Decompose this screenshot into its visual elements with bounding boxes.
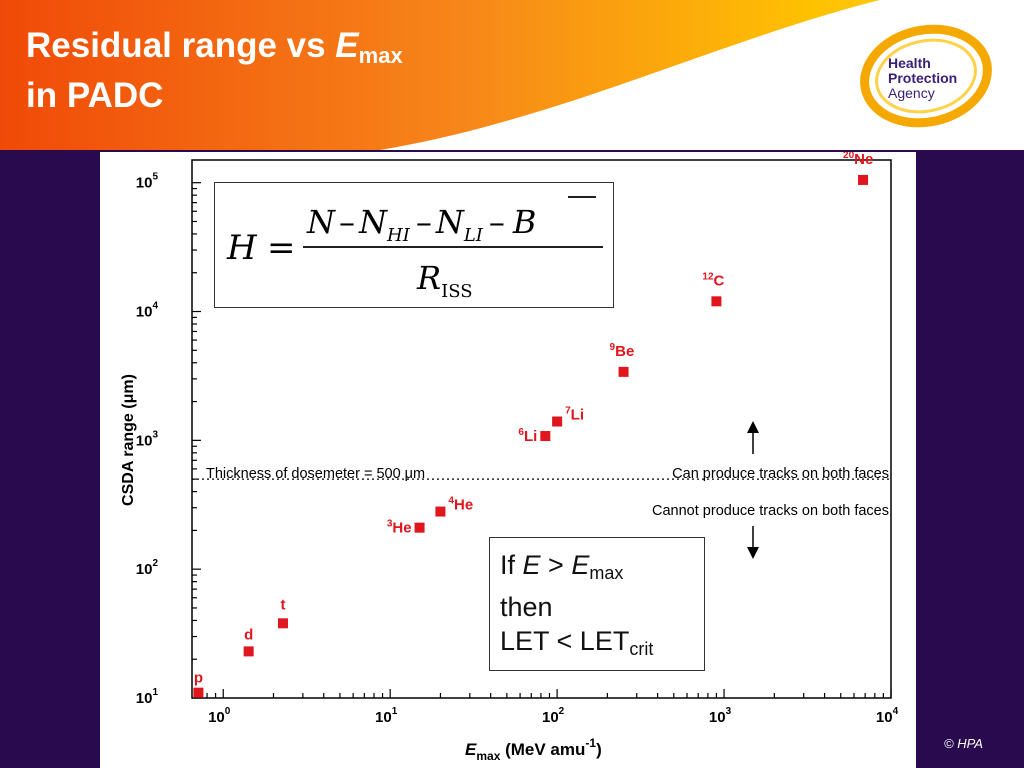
hpa-logo-icon [860, 24, 992, 128]
data-label: 3He [387, 519, 412, 537]
y-tick-label: 102 [136, 558, 159, 578]
x-axis-label-unit: (MeV amu [500, 740, 585, 759]
chart: 100 101 102 103 104 101 102 103 104 105 p d t 3He 4He… [120, 152, 899, 763]
condition-line2: then [500, 592, 553, 622]
title-subscript: max [358, 43, 403, 68]
y-tick-label: 101 [136, 687, 159, 707]
x-axis-label-exp: -1 [585, 736, 596, 750]
data-label: 12C [702, 271, 724, 289]
formula: H = N – NHI – NLI – B RISS [226, 196, 603, 302]
above-threshold-label: Can produce tracks on both faces [672, 466, 889, 482]
slide-header: Residual range vs Emax in PADC Health Pr… [0, 0, 1024, 150]
data-label: 20Ne [843, 152, 873, 168]
axes: 100 101 102 103 104 101 102 103 104 105 [136, 159, 899, 726]
data-label: 6Li [518, 427, 537, 445]
data-point [243, 646, 254, 657]
data-point [193, 687, 204, 698]
y-tick-label: 103 [136, 429, 159, 449]
threshold-label: Thickness of dosemeter = 500 μm [206, 466, 425, 482]
formula-lhs: H [226, 228, 258, 268]
below-threshold-label: Cannot produce tracks on both faces [652, 503, 889, 519]
y-tick-label: 104 [136, 301, 159, 321]
copyright-text: © HPA [944, 736, 983, 751]
y-axis-label: CSDA range (μm) [120, 374, 137, 506]
chart-labels: CSDA range (μm) Emax (MeV amu-1) Thickne… [120, 374, 889, 763]
data-point [618, 366, 629, 377]
x-axis-label-var: E [465, 740, 477, 759]
title-line2: in PADC [26, 76, 164, 115]
data-point [711, 296, 722, 307]
data-label: 9Be [610, 342, 635, 360]
logo-line-protection: Protection [888, 70, 958, 86]
chart-panel: 100 101 102 103 104 101 102 103 104 105 p d t 3He 4He… [100, 152, 916, 768]
condition-box: If E > Emax then LET < LETcrit [489, 537, 705, 671]
arrow-up-icon [747, 421, 759, 454]
condition-line1: If E > Emax [500, 550, 624, 583]
data-point [540, 431, 551, 442]
x-axis-label-sub: max [476, 749, 500, 763]
data-point [552, 416, 563, 427]
x-axis-label-close: ) [596, 740, 602, 759]
formula-numerator: N – NHI – NLI – B [306, 203, 536, 246]
x-tick-label: 100 [208, 706, 231, 726]
logo-line-health: Health [888, 55, 931, 71]
data-point [277, 618, 288, 629]
title-text: Residual range vs [26, 26, 336, 65]
y-tick-label: 105 [136, 172, 159, 192]
header-background [0, 0, 1024, 150]
data-label: d [244, 626, 253, 643]
data-label: 7Li [565, 406, 584, 424]
arrow-down-icon [747, 526, 759, 559]
data-point [435, 506, 446, 517]
formula-equals: = [267, 228, 296, 268]
data-label: 4He [448, 496, 473, 514]
data-point [414, 522, 425, 533]
logo-line-agency: Agency [888, 85, 935, 101]
x-axis-label: Emax (MeV amu-1) [465, 736, 602, 763]
data-marks: p d t 3He 4He 6Li 7Li 9Be 12C 20Ne [193, 152, 873, 698]
data-point [858, 174, 869, 185]
logo-text: Health Protection Agency [888, 56, 957, 101]
data-label: p [194, 670, 203, 687]
x-tick-label: 104 [876, 706, 899, 726]
x-tick-label: 101 [375, 706, 398, 726]
condition-line3: LET < LETcrit [500, 626, 654, 659]
formula-denominator: RISS [416, 259, 473, 302]
title-variable: E [335, 26, 359, 65]
x-tick-label: 102 [542, 706, 565, 726]
data-label: t [280, 596, 285, 613]
formula-box: H = N – NHI – NLI – B RISS [214, 182, 614, 308]
slide-title: Residual range vs Emax in PADC [26, 26, 403, 116]
x-tick-label: 103 [709, 706, 732, 726]
